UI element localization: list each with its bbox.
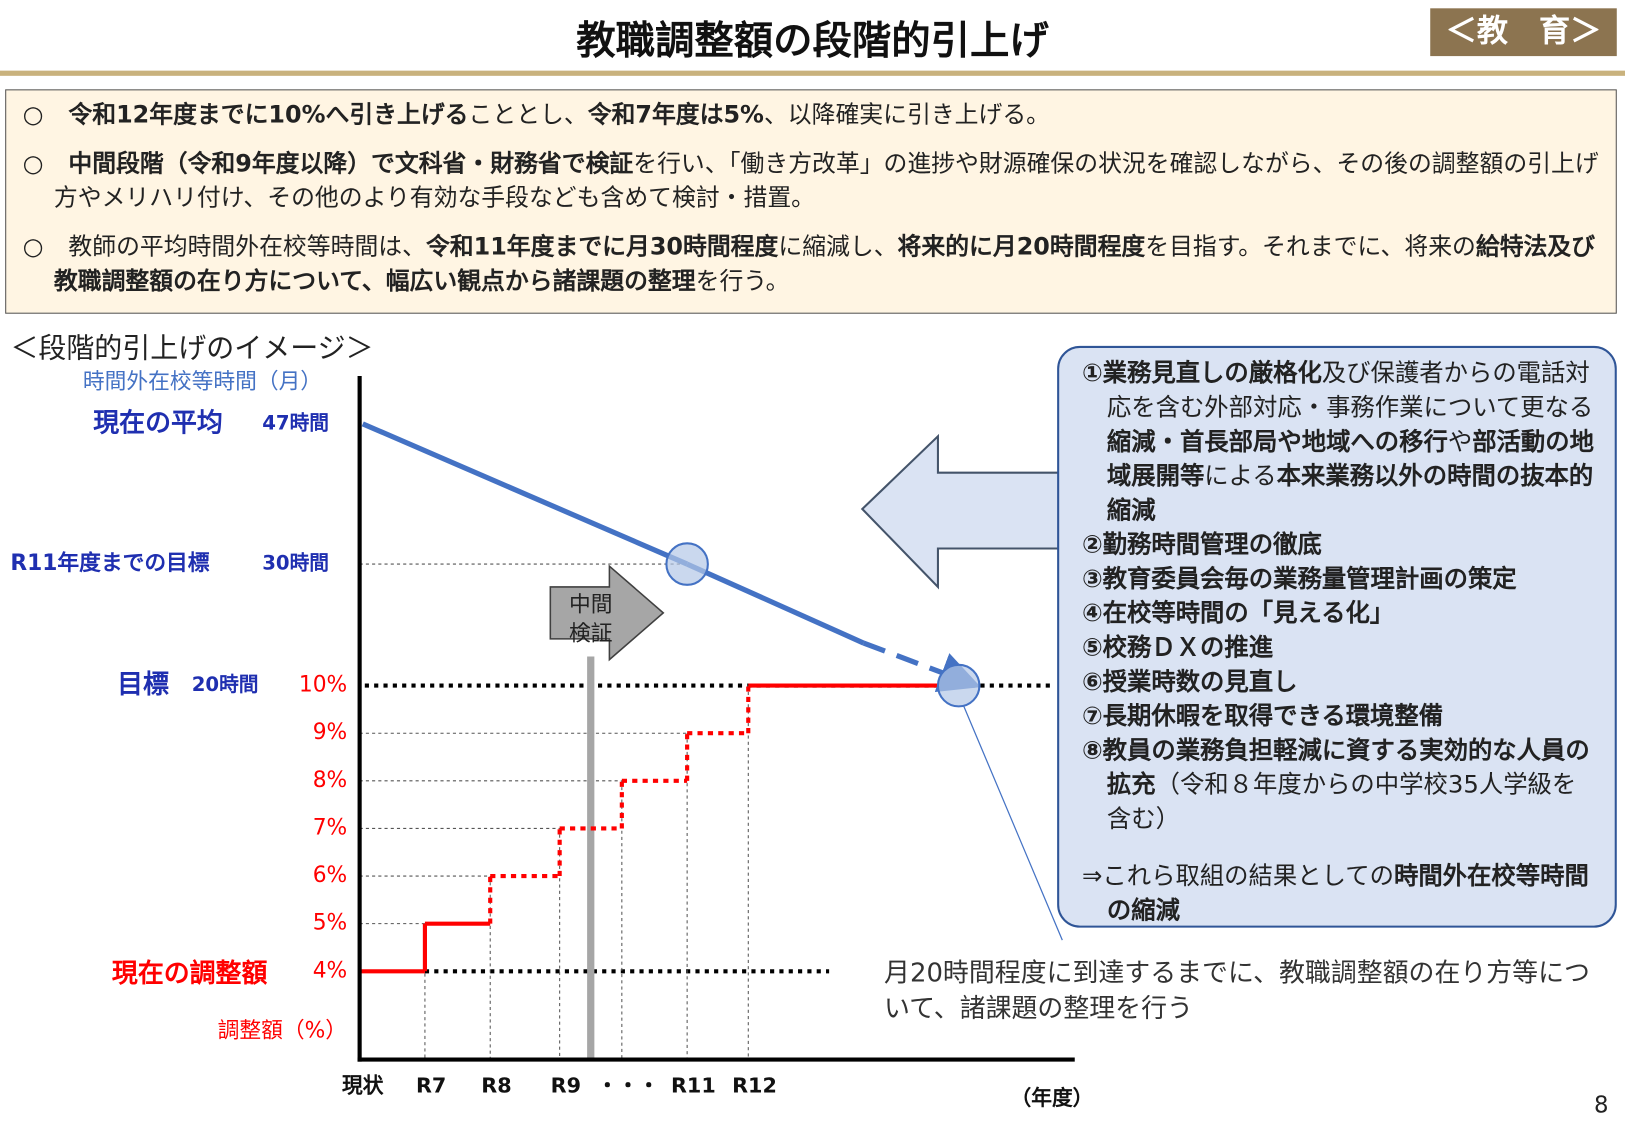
text-run: 本来業務以外の時間の抜本的縮減	[1106, 461, 1594, 525]
text-run: ⑦長期休暇を取得できる環境整備	[1082, 701, 1444, 731]
bullet-marker: ○	[22, 233, 44, 261]
hours-label: 20時間	[192, 673, 259, 696]
text-run: 及び保護者からの電話対応を含む外部対応・事務作業について更なる	[1106, 358, 1594, 422]
hours-label: 30時間	[262, 552, 329, 575]
measure-item: ⑥授業時数の見直し	[1082, 665, 1600, 699]
measure-item: ①業務見直しの厳格化及び保護者からの電話対応を含む外部対応・事務作業について更な…	[1082, 356, 1600, 527]
text-run: 、以降確実に引き上げる。	[763, 101, 1051, 129]
y2-tick-label: 7%	[313, 815, 347, 840]
midpoint-arrow	[549, 564, 665, 662]
note: 月20時間程度に到達するまでに、教職調整額の在り方等について、諸課題の整理を行う	[884, 957, 1590, 1024]
x-tick-label: R8	[481, 1074, 511, 1098]
page-number: 8	[1593, 1092, 1609, 1119]
hours-label: 47時間	[262, 411, 329, 434]
current-label: 現在の調整額	[112, 958, 268, 989]
text-run: ⑧教員の業務負担軽減に資する実効的な人員の拡充	[1082, 735, 1590, 799]
text-run: 令和11年度までに月30時間程度	[425, 233, 779, 261]
callout-line	[963, 706, 1063, 941]
midpoint-label: 検証	[569, 622, 612, 647]
x-tick-label: ・・・	[597, 1074, 659, 1098]
bullet: ○ 教師の平均時間外在校等時間は、令和11年度までに月30時間程度に縮減し、将来的…	[6, 231, 1601, 300]
measure-item: ⑧教員の業務負担軽減に資する実効的な人員の拡充（令和８年度からの中学校35人学級…	[1082, 733, 1600, 836]
y-axis-title: 時間外在校等時間（月）	[83, 369, 322, 394]
y2-tick-label: 4%	[313, 958, 347, 983]
conclusion: ⇒これら取組の結果としての時間外在校等時間の縮減	[1082, 859, 1600, 928]
text-run: を目指す。それまでに、将来の	[1145, 233, 1476, 261]
text-run: 教師の平均時間外在校等時間は、	[68, 233, 426, 261]
section-tag: ＜教 育＞	[1430, 8, 1617, 57]
header-rule	[0, 70, 1625, 76]
measures-box: ①業務見直しの厳格化及び保護者からの電話対応を含む外部対応・事務作業について更な…	[1057, 345, 1617, 928]
bullet-marker: ○	[22, 101, 44, 129]
text-run: や	[1447, 426, 1473, 457]
y2-tick-label: 9%	[313, 720, 347, 745]
x-tick-label: R11	[671, 1074, 716, 1098]
text-run: こととし、	[468, 101, 588, 129]
y2-tick-label: 8%	[313, 768, 347, 793]
hours-name: 目標	[117, 670, 169, 700]
measure-item: ⑦長期休暇を取得できる環境整備	[1082, 699, 1600, 733]
measure-item: ④在校等時間の「見える化」	[1082, 596, 1600, 630]
text-run: ③教育委員会毎の業務量管理計画の策定	[1082, 564, 1517, 594]
text-run: を行い、「働き方改革」の進捗や財源確保の状況を確認しながら、その後の調整額の引上…	[53, 150, 1599, 212]
bullet: ○ 令和12年度までに10%へ引き上げることとし、令和7年度は5%、以降確実に引き…	[6, 99, 1601, 133]
text-run: 部活動の地域展開等	[1106, 426, 1594, 491]
hours-line-dashed	[862, 640, 981, 693]
y2-axis-title: 調整額（%）	[218, 1019, 347, 1044]
hours-line	[686, 561, 865, 646]
text-run: 将来的に月20時間程度	[897, 233, 1146, 261]
text-run: 時間外在校等時間の縮減	[1106, 861, 1589, 925]
hours-point	[936, 663, 981, 708]
hours-line	[361, 421, 689, 567]
x-tick-label: R7	[416, 1074, 446, 1098]
summary-box: ○ 令和12年度までに10%へ引き上げることとし、令和7年度は5%、以降確実に引き…	[5, 89, 1617, 314]
text-run: （令和８年度からの中学校35人学級を含む）	[1106, 769, 1577, 834]
measure-item: ⑤校務ＤＸの推進	[1082, 631, 1600, 665]
pointer-arrow	[860, 433, 1061, 590]
hours-name: R11年度までの目標	[10, 550, 209, 576]
text-run: ②勤務時間管理の徹底	[1082, 529, 1322, 559]
text-run: ⇒これら取組の結果としての	[1082, 861, 1394, 891]
x-axis-title: （年度）	[1010, 1086, 1093, 1110]
measure-item: ②勤務時間管理の徹底	[1082, 528, 1600, 562]
text-run: 給特法及び教職調整額の在り方について、幅広い観点から諸課題の整理	[53, 233, 1596, 296]
text-run: に縮減し、	[778, 233, 898, 261]
text-run: 令和12年度までに10%へ引き上げる	[68, 101, 469, 129]
bullet: ○ 中間段階（令和9年度以降）で文科省・財務省で検証を行い、「働き方改革」の進捗や…	[6, 148, 1601, 217]
hours-point	[665, 542, 709, 586]
text-run: ④在校等時間の「見える化」	[1082, 598, 1395, 628]
bullet-marker: ○	[22, 150, 44, 178]
x-tick-label: R12	[732, 1074, 777, 1098]
y2-tick-label: 6%	[313, 863, 347, 888]
midpoint-label: 中間	[569, 593, 612, 618]
text-run: ①業務見直しの厳格化	[1082, 358, 1322, 388]
x-tick-label: R9	[551, 1074, 581, 1098]
measure-item: ③教育委員会毎の業務量管理計画の策定	[1082, 562, 1600, 596]
x-tick-label: 現状	[342, 1074, 384, 1098]
text-run: ⑤校務ＤＸの推進	[1082, 632, 1274, 662]
text-run: 中間段階（令和9年度以降）で文科省・財務省で検証	[68, 150, 634, 178]
y2-tick-label: 5%	[313, 911, 347, 936]
text-run: 令和7年度は5%	[587, 101, 764, 129]
text-run: 縮減・首長部局や地域への移行	[1106, 426, 1448, 457]
hours-name: 現在の平均	[93, 408, 223, 438]
title: 教職調整額の段階的引上げ	[576, 17, 1049, 64]
section-title: ＜段階的引上げのイメージ＞	[10, 332, 374, 365]
text-run: ⑥授業時数の見直し	[1082, 666, 1298, 696]
text-run: による	[1204, 461, 1277, 491]
y2-tick-label: 10%	[299, 673, 347, 698]
text-run: を行う。	[695, 268, 790, 296]
